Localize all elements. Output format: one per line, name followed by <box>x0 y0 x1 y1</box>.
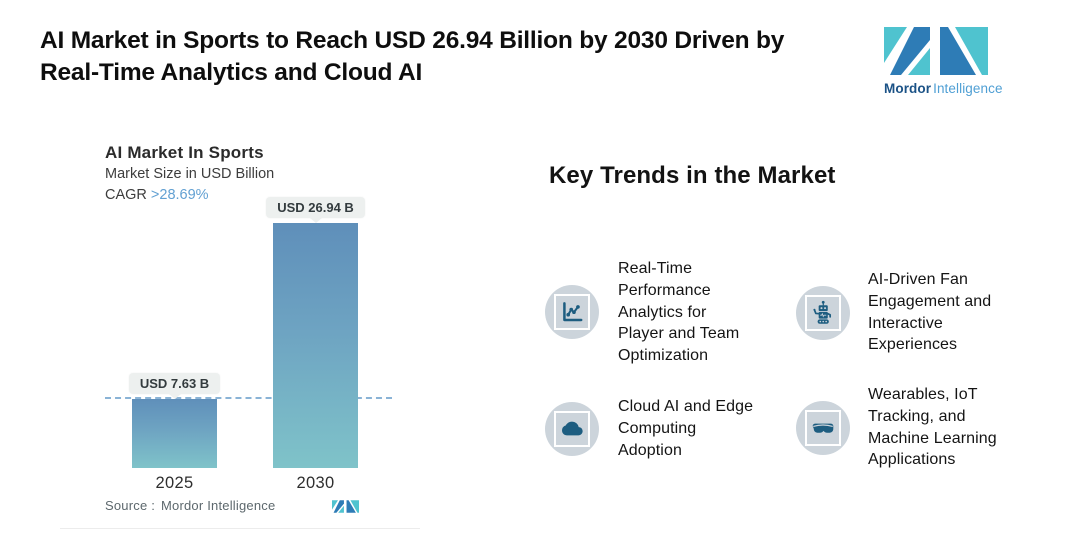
cagr-value: >28.69% <box>150 187 209 203</box>
robot-icon <box>813 300 832 324</box>
market-chart-card: AI Market In Sports Market Size in USD B… <box>60 135 420 529</box>
bar-group-2030: USD 26.94 B <box>266 197 365 468</box>
cagr-label: CAGR <box>105 187 147 203</box>
chart-title: AI Market In Sports <box>105 143 264 162</box>
goggles-icon <box>812 423 834 433</box>
chart-cagr: CAGR >28.69% <box>105 187 209 203</box>
bar-group-2025: USD 7.63 B <box>128 373 221 468</box>
bar-value-label-2025: USD 7.63 B <box>128 373 221 394</box>
trend-icon-circle <box>796 400 850 455</box>
trend-icon-circle <box>545 401 599 456</box>
trend-label: Real-Time Performance Analytics for Play… <box>618 260 740 364</box>
brand-name-light: Intelligence <box>933 81 1003 96</box>
source-value: Mordor Intelligence <box>161 498 276 513</box>
trend-icon-circle <box>545 285 599 340</box>
trend-label: Cloud AI and Edge Computing Adoption <box>618 398 754 459</box>
bar-plot-area: USD 7.63 B USD 26.94 B <box>60 135 420 468</box>
brand-name: Mordor Intelligence <box>884 81 1014 96</box>
icon-frame <box>554 410 590 447</box>
source-label: Source : <box>105 498 156 513</box>
page-title-line2: Real-Time Analytics and Cloud AI <box>40 59 423 87</box>
mordor-logo-icon <box>884 27 988 75</box>
trend-item-wearables-iot: Wearables, IoT Tracking, and Machine Lea… <box>796 384 1033 471</box>
icon-frame <box>554 294 590 331</box>
trend-label: Wearables, IoT Tracking, and Machine Lea… <box>868 386 997 469</box>
trend-item-cloud-ai: Cloud AI and Edge Computing Adoption <box>545 396 758 461</box>
icon-frame <box>805 294 841 331</box>
label-caret-icon <box>168 394 181 399</box>
label-caret-icon <box>309 218 322 223</box>
trend-label: AI-Driven Fan Engagement and Interactive… <box>868 271 992 354</box>
page-title-line1: AI Market in Sports to Reach USD 26.94 B… <box>40 27 785 54</box>
line-chart-icon <box>563 302 583 322</box>
source-attribution: Source : Mordor Intelligence <box>105 498 420 513</box>
bar-2030 <box>273 223 358 468</box>
chart-subtitle: Market Size in USD Billion <box>105 166 275 182</box>
x-axis-label-2030: 2030 <box>296 474 335 492</box>
brand-name-bold: Mordor <box>884 81 932 96</box>
trend-item-performance-analytics: Real-Time Performance Analytics for Play… <box>545 258 743 367</box>
trends-heading: Key Trends in the Market <box>549 162 836 189</box>
mini-mordor-logo-icon <box>332 500 359 513</box>
page-title: AI Market in Sports to Reach USD 26.94 B… <box>40 25 870 90</box>
x-axis-label-2025: 2025 <box>155 474 194 492</box>
bar-2025 <box>132 399 217 468</box>
brand-logo: Mordor Intelligence <box>884 27 1014 96</box>
trend-item-fan-engagement: AI-Driven Fan Engagement and Interactive… <box>796 269 1033 356</box>
dashed-reference-line <box>105 397 392 399</box>
icon-frame <box>805 409 841 446</box>
bar-value-label-2030: USD 26.94 B <box>266 197 365 218</box>
cloud-icon <box>562 421 583 436</box>
trend-icon-circle <box>796 285 850 340</box>
